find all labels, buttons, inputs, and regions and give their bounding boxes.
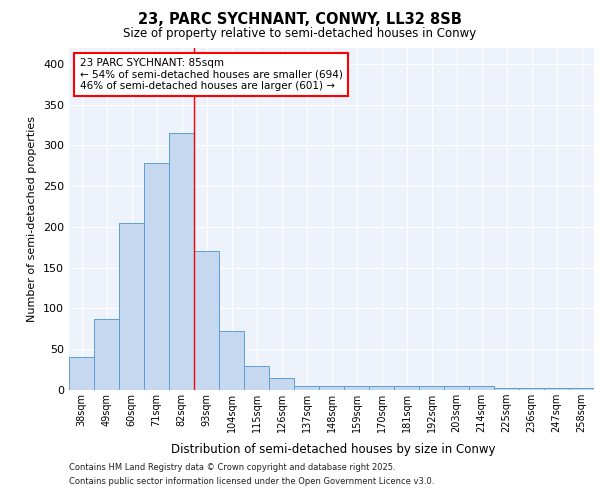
- Bar: [544, 388, 569, 390]
- Bar: [369, 386, 394, 390]
- Bar: [269, 378, 294, 390]
- Bar: [419, 386, 444, 390]
- Bar: [94, 319, 119, 390]
- Bar: [469, 386, 494, 390]
- Bar: [494, 388, 519, 390]
- Text: Contains public sector information licensed under the Open Government Licence v3: Contains public sector information licen…: [69, 477, 434, 486]
- Bar: [194, 252, 219, 390]
- Text: Size of property relative to semi-detached houses in Conwy: Size of property relative to semi-detach…: [124, 28, 476, 40]
- Bar: [144, 164, 169, 390]
- Bar: [219, 332, 244, 390]
- Bar: [319, 386, 344, 390]
- Bar: [169, 133, 194, 390]
- Bar: [519, 388, 544, 390]
- Text: 23, PARC SYCHNANT, CONWY, LL32 8SB: 23, PARC SYCHNANT, CONWY, LL32 8SB: [138, 12, 462, 28]
- Y-axis label: Number of semi-detached properties: Number of semi-detached properties: [28, 116, 37, 322]
- Bar: [394, 386, 419, 390]
- Bar: [294, 386, 319, 390]
- Text: 23 PARC SYCHNANT: 85sqm
← 54% of semi-detached houses are smaller (694)
46% of s: 23 PARC SYCHNANT: 85sqm ← 54% of semi-de…: [79, 58, 343, 91]
- Bar: [344, 386, 369, 390]
- Bar: [444, 386, 469, 390]
- Text: Contains HM Land Registry data © Crown copyright and database right 2025.: Contains HM Land Registry data © Crown c…: [69, 464, 395, 472]
- Bar: [119, 223, 144, 390]
- Bar: [244, 366, 269, 390]
- Bar: [69, 358, 94, 390]
- Text: Distribution of semi-detached houses by size in Conwy: Distribution of semi-detached houses by …: [171, 442, 495, 456]
- Bar: [569, 388, 594, 390]
